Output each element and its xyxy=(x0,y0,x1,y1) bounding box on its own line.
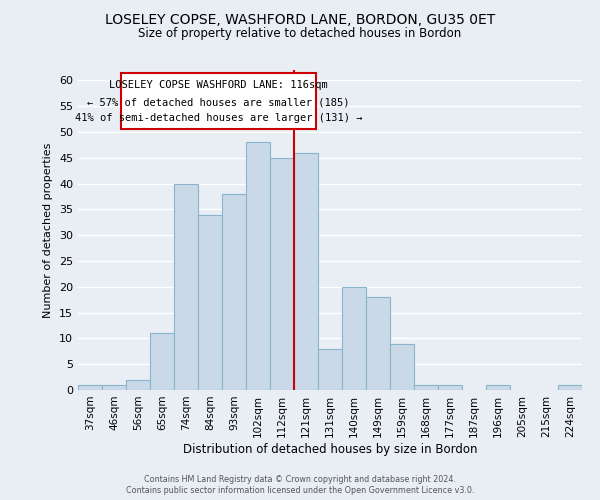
Bar xyxy=(366,297,390,390)
Bar xyxy=(102,385,126,390)
Bar xyxy=(390,344,414,390)
Bar xyxy=(246,142,270,390)
Y-axis label: Number of detached properties: Number of detached properties xyxy=(43,142,53,318)
Bar xyxy=(150,333,174,390)
Text: Contains public sector information licensed under the Open Government Licence v3: Contains public sector information licen… xyxy=(126,486,474,495)
Bar xyxy=(414,385,438,390)
Bar xyxy=(294,152,318,390)
X-axis label: Distribution of detached houses by size in Bordon: Distribution of detached houses by size … xyxy=(183,442,477,456)
Bar xyxy=(222,194,246,390)
Bar xyxy=(486,385,510,390)
Bar xyxy=(198,214,222,390)
Bar xyxy=(318,348,342,390)
Bar xyxy=(78,385,102,390)
Bar xyxy=(126,380,150,390)
Text: LOSELEY COPSE WASHFORD LANE: 116sqm: LOSELEY COPSE WASHFORD LANE: 116sqm xyxy=(109,80,328,90)
Text: 41% of semi-detached houses are larger (131) →: 41% of semi-detached houses are larger (… xyxy=(74,113,362,123)
Bar xyxy=(270,158,294,390)
Bar xyxy=(558,385,582,390)
Bar xyxy=(174,184,198,390)
Text: ← 57% of detached houses are smaller (185): ← 57% of detached houses are smaller (18… xyxy=(87,98,350,108)
Bar xyxy=(438,385,462,390)
Text: LOSELEY COPSE, WASHFORD LANE, BORDON, GU35 0ET: LOSELEY COPSE, WASHFORD LANE, BORDON, GU… xyxy=(105,12,495,26)
FancyBboxPatch shape xyxy=(121,72,316,130)
Text: Contains HM Land Registry data © Crown copyright and database right 2024.: Contains HM Land Registry data © Crown c… xyxy=(144,475,456,484)
Text: Size of property relative to detached houses in Bordon: Size of property relative to detached ho… xyxy=(139,28,461,40)
Bar xyxy=(342,287,366,390)
